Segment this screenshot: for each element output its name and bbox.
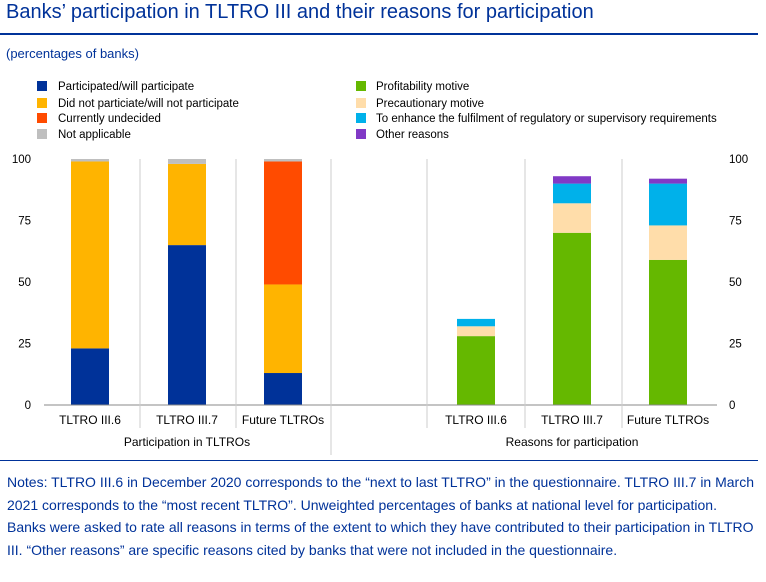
legend-label-precautionary-motive: Precautionary motive	[376, 98, 484, 110]
bar-reasons-for-participation-tltro-iii-7-profitability-motive	[553, 232, 591, 405]
bar-participation-in-tltros-tltro-iii-6-participated-will-participate	[71, 348, 109, 405]
bar-participation-in-tltros-tltro-iii-7-not-applicable	[168, 159, 206, 164]
legend-label-other-reasons: Other reasons	[376, 129, 449, 141]
y-tick-label-right-25: 25	[729, 339, 742, 351]
y-tick-label-right-75: 75	[729, 216, 742, 228]
group-label-participation-in-tltros: Participation in TLTROs	[124, 435, 250, 449]
legend-swatch-not-applicable	[37, 129, 47, 139]
bar-participation-in-tltros-tltro-iii-7-did-not-particiate-will-not-participate	[168, 163, 206, 246]
legend-swatch-participated-will-participate	[37, 81, 47, 91]
bar-reasons-for-participation-future-tltros-other-reasons	[649, 178, 687, 184]
bar-reasons-for-participation-tltro-iii-7-precautionary-motive	[553, 203, 591, 233]
legend-swatch-currently-undecided	[37, 113, 47, 123]
chart-subtitle: (percentages of banks)	[6, 46, 139, 61]
notes-rule	[0, 460, 758, 461]
legend-label-not-applicable: Not applicable	[58, 129, 131, 141]
y-tick-label-left-50: 50	[18, 277, 31, 289]
bar-reasons-for-participation-tltro-iii-6-to-enhance-the-fulfilment-of-regulatory-or-supervisory-requirements	[457, 318, 495, 327]
bar-reasons-for-participation-tltro-iii-7-other-reasons	[553, 176, 591, 184]
bar-participation-in-tltros-future-tltros-not-applicable	[264, 159, 302, 162]
bar-participation-in-tltros-future-tltros-did-not-particiate-will-not-participate	[264, 284, 302, 374]
legend-label-participated-will-participate: Participated/will participate	[58, 81, 194, 93]
x-tick-label-participation-in-tltros-future-tltros: Future TLTROs	[242, 413, 324, 427]
title-rule	[0, 33, 758, 35]
bar-participation-in-tltros-future-tltros-participated-will-participate	[264, 373, 302, 405]
x-tick-label-reasons-for-participation-future-tltros: Future TLTROs	[627, 413, 709, 427]
x-tick-label-reasons-for-participation-tltro-iii-6: TLTRO III.6	[445, 413, 507, 427]
bar-participation-in-tltros-future-tltros-currently-undecided	[264, 161, 302, 285]
notes-text: Notes: TLTRO III.6 in December 2020 corr…	[7, 474, 754, 558]
bar-reasons-for-participation-tltro-iii-6-precautionary-motive	[457, 326, 495, 337]
x-tick-label-reasons-for-participation-tltro-iii-7: TLTRO III.7	[541, 413, 603, 427]
legend-swatch-profitability-motive	[356, 81, 366, 91]
y-tick-label-right-50: 50	[729, 277, 742, 289]
legend-swatch-to-enhance-the-fulfilment-of-regulatory-or-supervisory-requirements	[356, 113, 366, 123]
y-tick-label-left-75: 75	[18, 216, 31, 228]
y-tick-label-left-100: 100	[12, 154, 31, 166]
bar-participation-in-tltros-tltro-iii-6-did-not-particiate-will-not-participate	[71, 161, 109, 349]
bar-participation-in-tltros-tltro-iii-6-not-applicable	[71, 159, 109, 162]
x-tick-label-participation-in-tltros-tltro-iii-6: TLTRO III.6	[59, 413, 121, 427]
legend-label-did-not-particiate-will-not-participate: Did not particiate/will not participate	[58, 98, 239, 110]
bar-reasons-for-participation-future-tltros-precautionary-motive	[649, 225, 687, 260]
x-tick-label-participation-in-tltros-tltro-iii-7: TLTRO III.7	[156, 413, 218, 427]
chart-title: Banks’ participation in TLTRO III and th…	[6, 1, 594, 23]
y-tick-label-left-25: 25	[18, 339, 31, 351]
y-tick-label-right-0: 0	[729, 400, 735, 412]
legend-label-to-enhance-the-fulfilment-of-regulatory-or-supervisory-requirements: To enhance the fulfilment of regulatory …	[376, 113, 717, 125]
legend-label-currently-undecided: Currently undecided	[58, 113, 161, 125]
legend-label-profitability-motive: Profitability motive	[376, 81, 469, 93]
y-tick-label-right-100: 100	[729, 154, 748, 166]
legend-swatch-did-not-particiate-will-not-participate	[37, 98, 47, 108]
stacked-bar-chart: Participated/will participate Did not par…	[12, 81, 748, 455]
bar-participation-in-tltros-tltro-iii-7-participated-will-participate	[168, 245, 206, 405]
bar-reasons-for-participation-tltro-iii-7-to-enhance-the-fulfilment-of-regulatory-or-supervisory-requirements	[553, 183, 591, 204]
bar-reasons-for-participation-future-tltros-profitability-motive	[649, 259, 687, 405]
group-label-reasons-for-participation: Reasons for participation	[506, 435, 639, 449]
legend-swatch-other-reasons	[356, 129, 366, 139]
bar-reasons-for-participation-future-tltros-to-enhance-the-fulfilment-of-regulatory-or-supervisory-requirements	[649, 183, 687, 226]
bar-reasons-for-participation-tltro-iii-6-profitability-motive	[457, 336, 495, 405]
y-tick-label-left-0: 0	[25, 400, 31, 412]
legend-swatch-precautionary-motive	[356, 98, 366, 108]
